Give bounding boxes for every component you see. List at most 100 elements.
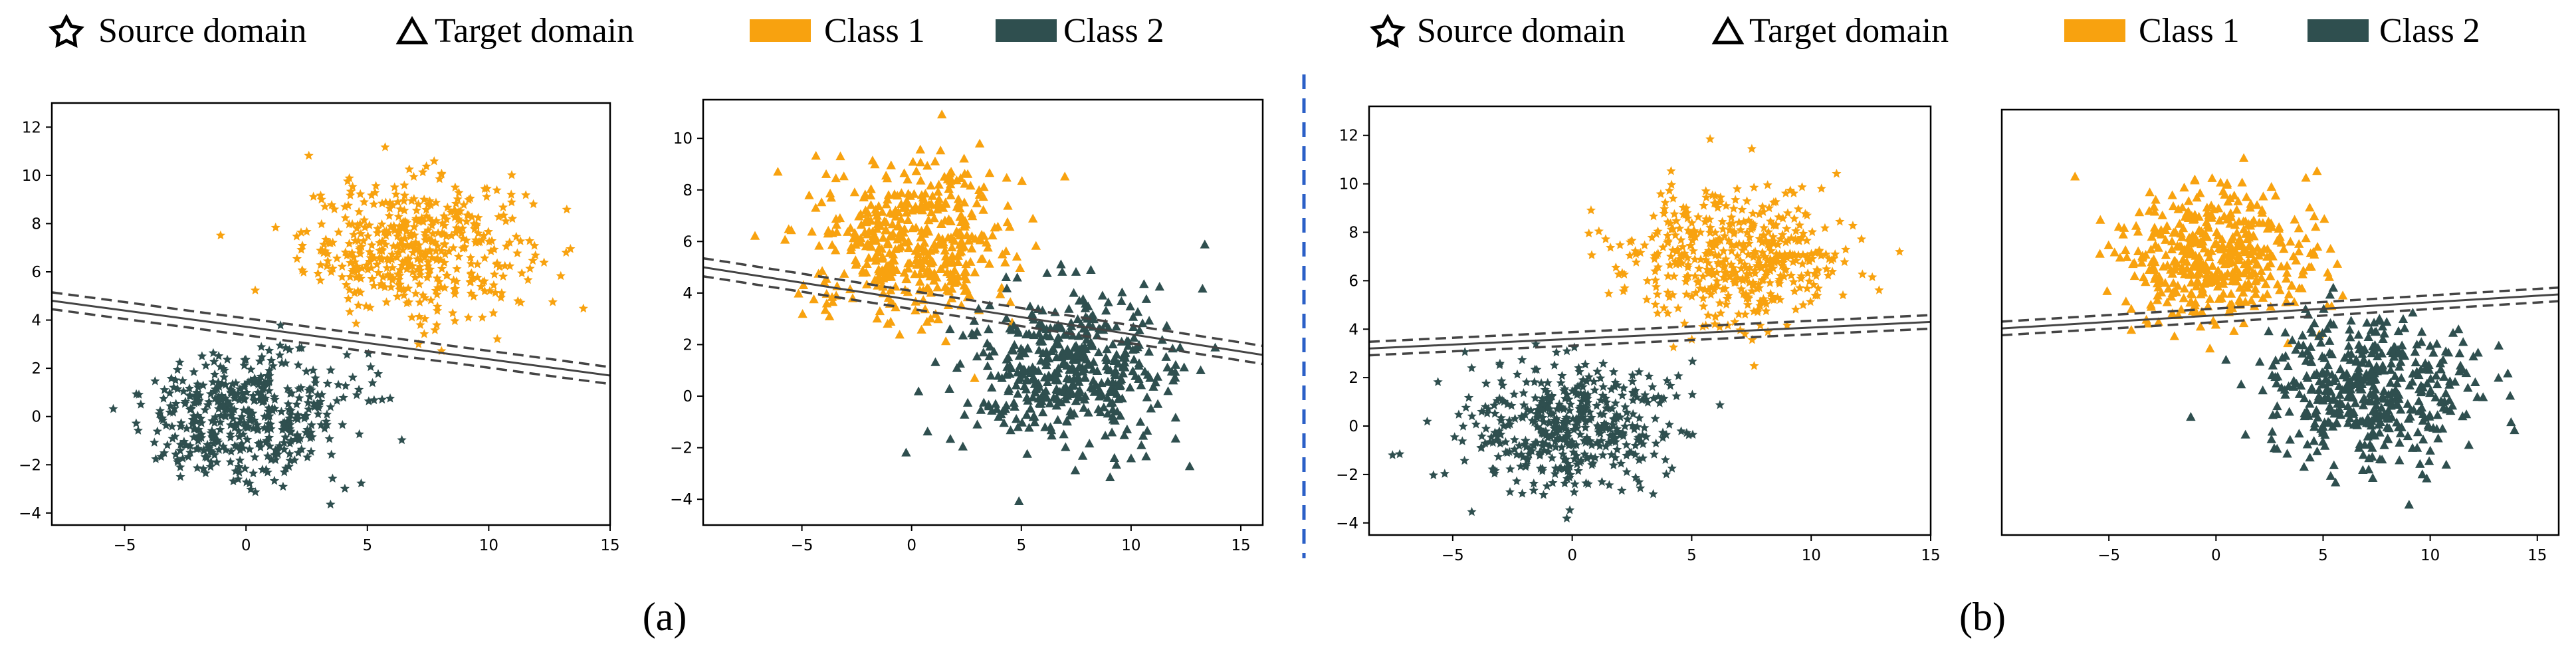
scatter-point	[2412, 340, 2422, 349]
scatter-point	[1835, 217, 1845, 226]
scatter-point	[1743, 293, 1754, 303]
scatter-point	[1791, 226, 1801, 235]
scatter-point	[2398, 348, 2408, 358]
y-tick-label: 2	[31, 360, 41, 378]
scatter-point	[1669, 209, 1679, 219]
scatter-point	[337, 261, 347, 271]
scatter-point	[2444, 395, 2454, 404]
scatter-point	[1814, 245, 1824, 255]
scatter-point	[831, 219, 841, 229]
scatter-point	[443, 202, 453, 212]
scatter-point	[2153, 317, 2164, 326]
scatter-point	[1636, 483, 1646, 492]
scatter-point	[2323, 417, 2333, 426]
scatter-point	[2137, 258, 2147, 267]
scatter-point	[263, 412, 273, 421]
scatter-point	[2193, 278, 2204, 287]
scatter-point	[2392, 398, 2402, 408]
scatter-point	[2389, 352, 2399, 361]
scatter-point	[108, 403, 118, 413]
scatter-point	[454, 187, 464, 197]
scatter-point	[208, 377, 218, 387]
scatter-point	[1644, 371, 1654, 381]
scatter-point	[1027, 308, 1037, 318]
scatter-point	[294, 393, 304, 402]
scatter-point	[2286, 280, 2296, 290]
scatter-point	[2337, 290, 2348, 300]
scatter-point	[1703, 285, 1713, 294]
legend-a: Source domain Target domain Class 1 Clas…	[49, 12, 1164, 50]
scatter-point	[1676, 235, 1686, 245]
scatter-point	[835, 151, 845, 161]
scatter-point	[155, 405, 165, 415]
scatter-point	[255, 356, 265, 366]
scatter-point	[2441, 459, 2451, 469]
scatter-point	[871, 233, 881, 242]
scatter-point	[256, 372, 266, 381]
scatter-point	[2213, 203, 2224, 213]
scatter-point	[2272, 378, 2282, 387]
scatter-point	[1031, 383, 1041, 393]
scatter-point	[2256, 272, 2266, 282]
scatter-point	[1795, 282, 1805, 292]
scatter-point	[2166, 292, 2177, 301]
scatter-point	[1067, 389, 1078, 398]
scatter-point	[2367, 348, 2377, 358]
scatter-point	[1053, 364, 1063, 373]
series-class2	[108, 320, 407, 509]
scatter-point	[2375, 314, 2385, 323]
scatter-point	[264, 385, 274, 395]
legend-class2-swatch	[2308, 19, 2369, 42]
scatter-point	[492, 185, 502, 195]
scatter-point	[950, 278, 960, 287]
scatter-point	[193, 379, 203, 389]
scatter-point	[338, 392, 348, 402]
scatter-point	[843, 227, 853, 236]
scatter-point	[2294, 429, 2304, 438]
scatter-point	[1743, 300, 1753, 309]
scatter-point	[451, 198, 461, 208]
scatter-point	[1152, 372, 1162, 381]
scatter-point	[2225, 219, 2235, 228]
scatter-point	[1575, 457, 1585, 467]
scatter-point	[941, 336, 951, 346]
scatter-point	[1620, 402, 1630, 411]
scatter-point	[1128, 312, 1138, 321]
scatter-point	[1549, 360, 1559, 370]
legend-class2-label: Class 2	[1063, 12, 1164, 50]
scatter-point	[2266, 434, 2276, 443]
scatter-point	[2120, 245, 2131, 255]
scatter-point	[175, 462, 185, 472]
scatter-point	[2398, 314, 2409, 323]
scatter-point	[316, 190, 326, 200]
scatter-point	[516, 297, 526, 307]
scatter-point	[883, 195, 893, 204]
scatter-point	[2390, 371, 2400, 380]
scatter-point	[2409, 405, 2419, 414]
series-class1	[215, 142, 588, 356]
scatter-point	[2288, 251, 2299, 261]
scatter-point	[1004, 386, 1014, 395]
scatter-point	[433, 228, 443, 237]
scatter-point	[2375, 365, 2385, 374]
scatter-point	[1693, 212, 1703, 221]
scatter-point	[1727, 246, 1737, 255]
scatter-point	[932, 272, 942, 282]
scatter-point	[1604, 480, 1614, 489]
scatter-point	[437, 263, 447, 273]
scatter-point	[885, 248, 895, 257]
scatter-point	[1028, 412, 1038, 421]
scatter-point	[2121, 296, 2131, 306]
scatter-point	[2122, 252, 2132, 261]
scatter-point	[1077, 451, 1088, 460]
scatter-point	[1816, 183, 1826, 193]
scatter-point	[1666, 251, 1676, 261]
scatter-point	[2167, 308, 2177, 318]
scatter-point	[916, 259, 926, 268]
scatter-point	[1031, 241, 1041, 250]
scatter-point	[2285, 435, 2295, 444]
scatter-point	[1136, 440, 1146, 449]
scatter-point	[431, 255, 442, 265]
margin-line-upper	[703, 257, 1263, 348]
scatter-point	[2363, 431, 2373, 441]
